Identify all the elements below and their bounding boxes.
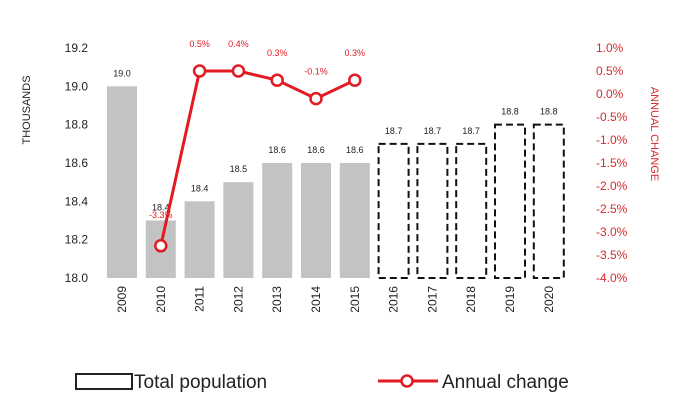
projected-bar — [455, 142, 488, 279]
annual-change-label: -3.3% — [149, 210, 173, 220]
y2-tick-label: -3.0% — [596, 225, 628, 239]
y2-tick-label: -2.5% — [596, 202, 628, 216]
x-tick-label: 2014 — [309, 286, 323, 313]
y-tick-label: 18.2 — [65, 233, 89, 247]
annual-change-point — [270, 73, 284, 87]
legend-bar-label: Total population — [134, 372, 267, 393]
bar-value-label: 18.8 — [540, 107, 558, 117]
y-axis-title: THOUSANDS — [21, 75, 33, 144]
y-tick-label: 18.0 — [65, 271, 89, 285]
bar-value-label: 18.8 — [501, 107, 519, 117]
annual-change-label: 0.5% — [189, 39, 210, 49]
annual-change-point — [309, 91, 323, 106]
y2-tick-label: 0.5% — [596, 64, 624, 78]
annual-change-line — [159, 69, 356, 247]
x-tick-label: 2012 — [231, 286, 245, 313]
x-tick-label: 2015 — [348, 286, 362, 313]
bar-value-label: 18.7 — [385, 126, 403, 136]
y2-tick-label: -1.0% — [596, 133, 628, 147]
bar — [223, 182, 254, 278]
bar — [301, 163, 331, 278]
annual-change-label: 0.3% — [345, 48, 366, 58]
x-tick-label: 2010 — [154, 286, 168, 313]
annual-change-point — [192, 64, 207, 78]
bar — [107, 86, 137, 278]
x-tick-label: 2011 — [193, 286, 207, 312]
annual-change-point — [154, 239, 168, 253]
y2-tick-label: -1.5% — [596, 156, 628, 170]
x-tick-label: 2017 — [425, 286, 439, 313]
y-tick-label: 19.0 — [65, 79, 89, 93]
legend-line-label: Annual change — [442, 372, 569, 393]
x-tick-label: 2013 — [270, 286, 284, 313]
bar-value-label: 18.4 — [152, 203, 170, 213]
projected-bar — [532, 123, 565, 279]
x-tick-label: 2019 — [503, 286, 517, 313]
legend-bar-swatch — [75, 373, 133, 390]
y-tick-label: 19.2 — [65, 41, 89, 55]
bar-value-label: 18.7 — [462, 126, 480, 136]
x-tick-label: 2018 — [464, 286, 478, 313]
y2-axis-title: ANNUAL CHANGE — [648, 87, 660, 181]
y2-tick-label: 0.0% — [596, 87, 624, 101]
y2-tick-label: -2.0% — [596, 179, 628, 193]
projected-bar — [377, 142, 410, 279]
bar-value-label: 18.6 — [346, 145, 364, 155]
annual-change-label: 0.3% — [267, 48, 288, 58]
y-tick-label: 18.6 — [65, 156, 89, 170]
y2-tick-label: 1.0% — [596, 41, 624, 55]
legend-line-marker — [400, 374, 414, 388]
y-tick-label: 18.4 — [65, 194, 89, 208]
projected-bar — [494, 123, 526, 279]
bar — [339, 163, 370, 278]
y2-tick-label: -0.5% — [596, 110, 628, 124]
bar-value-label: 18.4 — [191, 183, 209, 193]
bar-value-label: 18.5 — [230, 164, 248, 174]
y2-tick-label: -4.0% — [596, 271, 628, 285]
bar — [184, 201, 215, 278]
bar-value-label: 18.6 — [307, 145, 325, 155]
y2-tick-label: -3.5% — [596, 248, 628, 262]
projected-bar — [416, 142, 449, 279]
y-tick-label: 18.8 — [65, 118, 89, 132]
x-tick-label: 2016 — [387, 286, 401, 313]
annual-change-point — [231, 64, 246, 78]
annual-change-point — [348, 73, 362, 87]
x-tick-label: 2009 — [115, 286, 129, 313]
x-tick-label: 2020 — [542, 286, 556, 313]
annual-change-label: 0.4% — [228, 39, 249, 49]
bar-value-label: 18.6 — [268, 145, 286, 155]
bar-value-label: 18.7 — [424, 126, 442, 136]
bar-value-label: 19.0 — [113, 68, 131, 78]
annual-change-label: -0.1% — [304, 67, 328, 77]
bar — [262, 163, 293, 278]
